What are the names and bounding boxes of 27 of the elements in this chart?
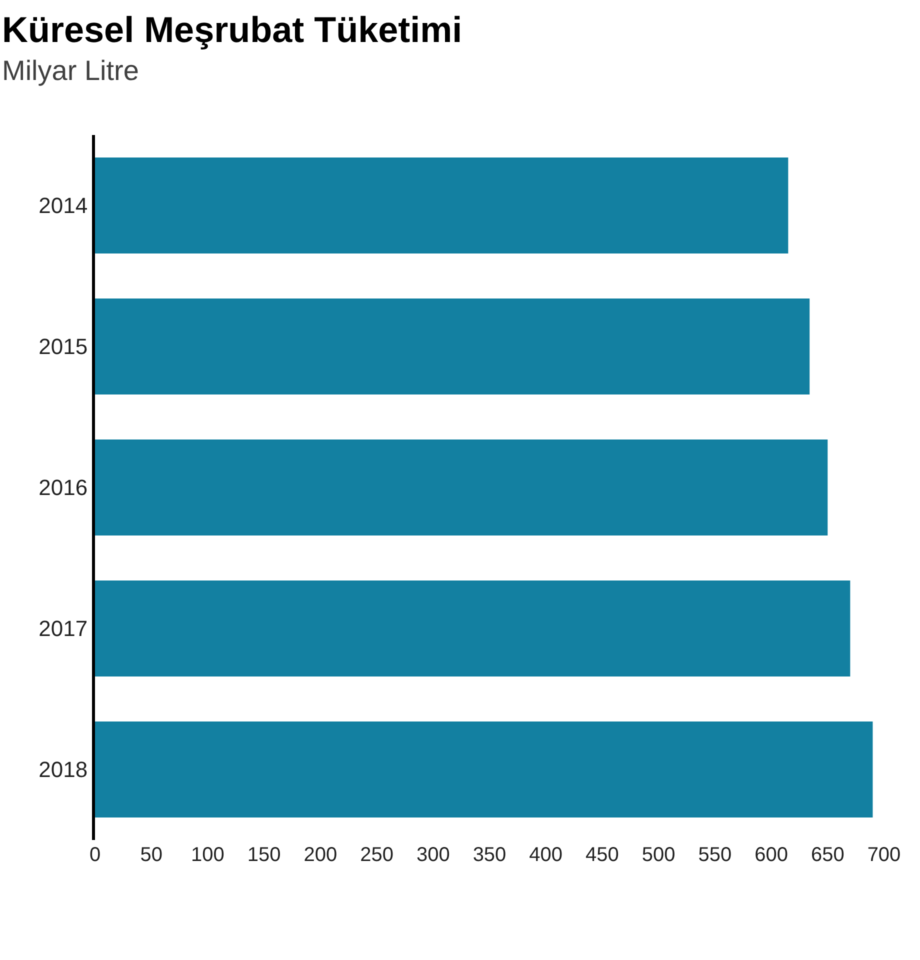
chart-subtitle: Milyar Litre	[2, 55, 139, 86]
x-tick-label: 200	[304, 844, 338, 866]
bar	[95, 158, 788, 254]
bar	[95, 298, 810, 394]
x-tick-label: 250	[360, 844, 394, 866]
y-tick-label: 2016	[38, 475, 88, 500]
x-tick-label: 650	[810, 844, 844, 866]
x-tick-label: 450	[586, 844, 619, 866]
bar	[95, 722, 873, 818]
x-tick-label: 0	[89, 844, 101, 866]
bar	[95, 440, 828, 536]
y-tick-label: 2017	[38, 616, 88, 642]
y-tick-label: 2018	[38, 757, 88, 782]
y-tick-label: 2015	[38, 334, 88, 360]
x-tick-label: 500	[642, 844, 676, 866]
x-tick-label: 700	[867, 844, 901, 866]
x-tick-label: 50	[140, 844, 162, 866]
x-tick-label: 300	[416, 844, 450, 866]
x-tick-label: 100	[191, 844, 224, 866]
x-tick-label: 400	[529, 844, 563, 866]
x-tick-label: 150	[247, 844, 281, 866]
y-tick-label: 2014	[38, 193, 88, 218]
bar	[95, 580, 850, 676]
chart-title: Küresel Meşrubat Tüketimi	[2, 9, 462, 50]
x-tick-label: 350	[472, 844, 506, 866]
x-tick-label: 550	[698, 844, 732, 866]
x-tick-label: 600	[754, 844, 788, 866]
